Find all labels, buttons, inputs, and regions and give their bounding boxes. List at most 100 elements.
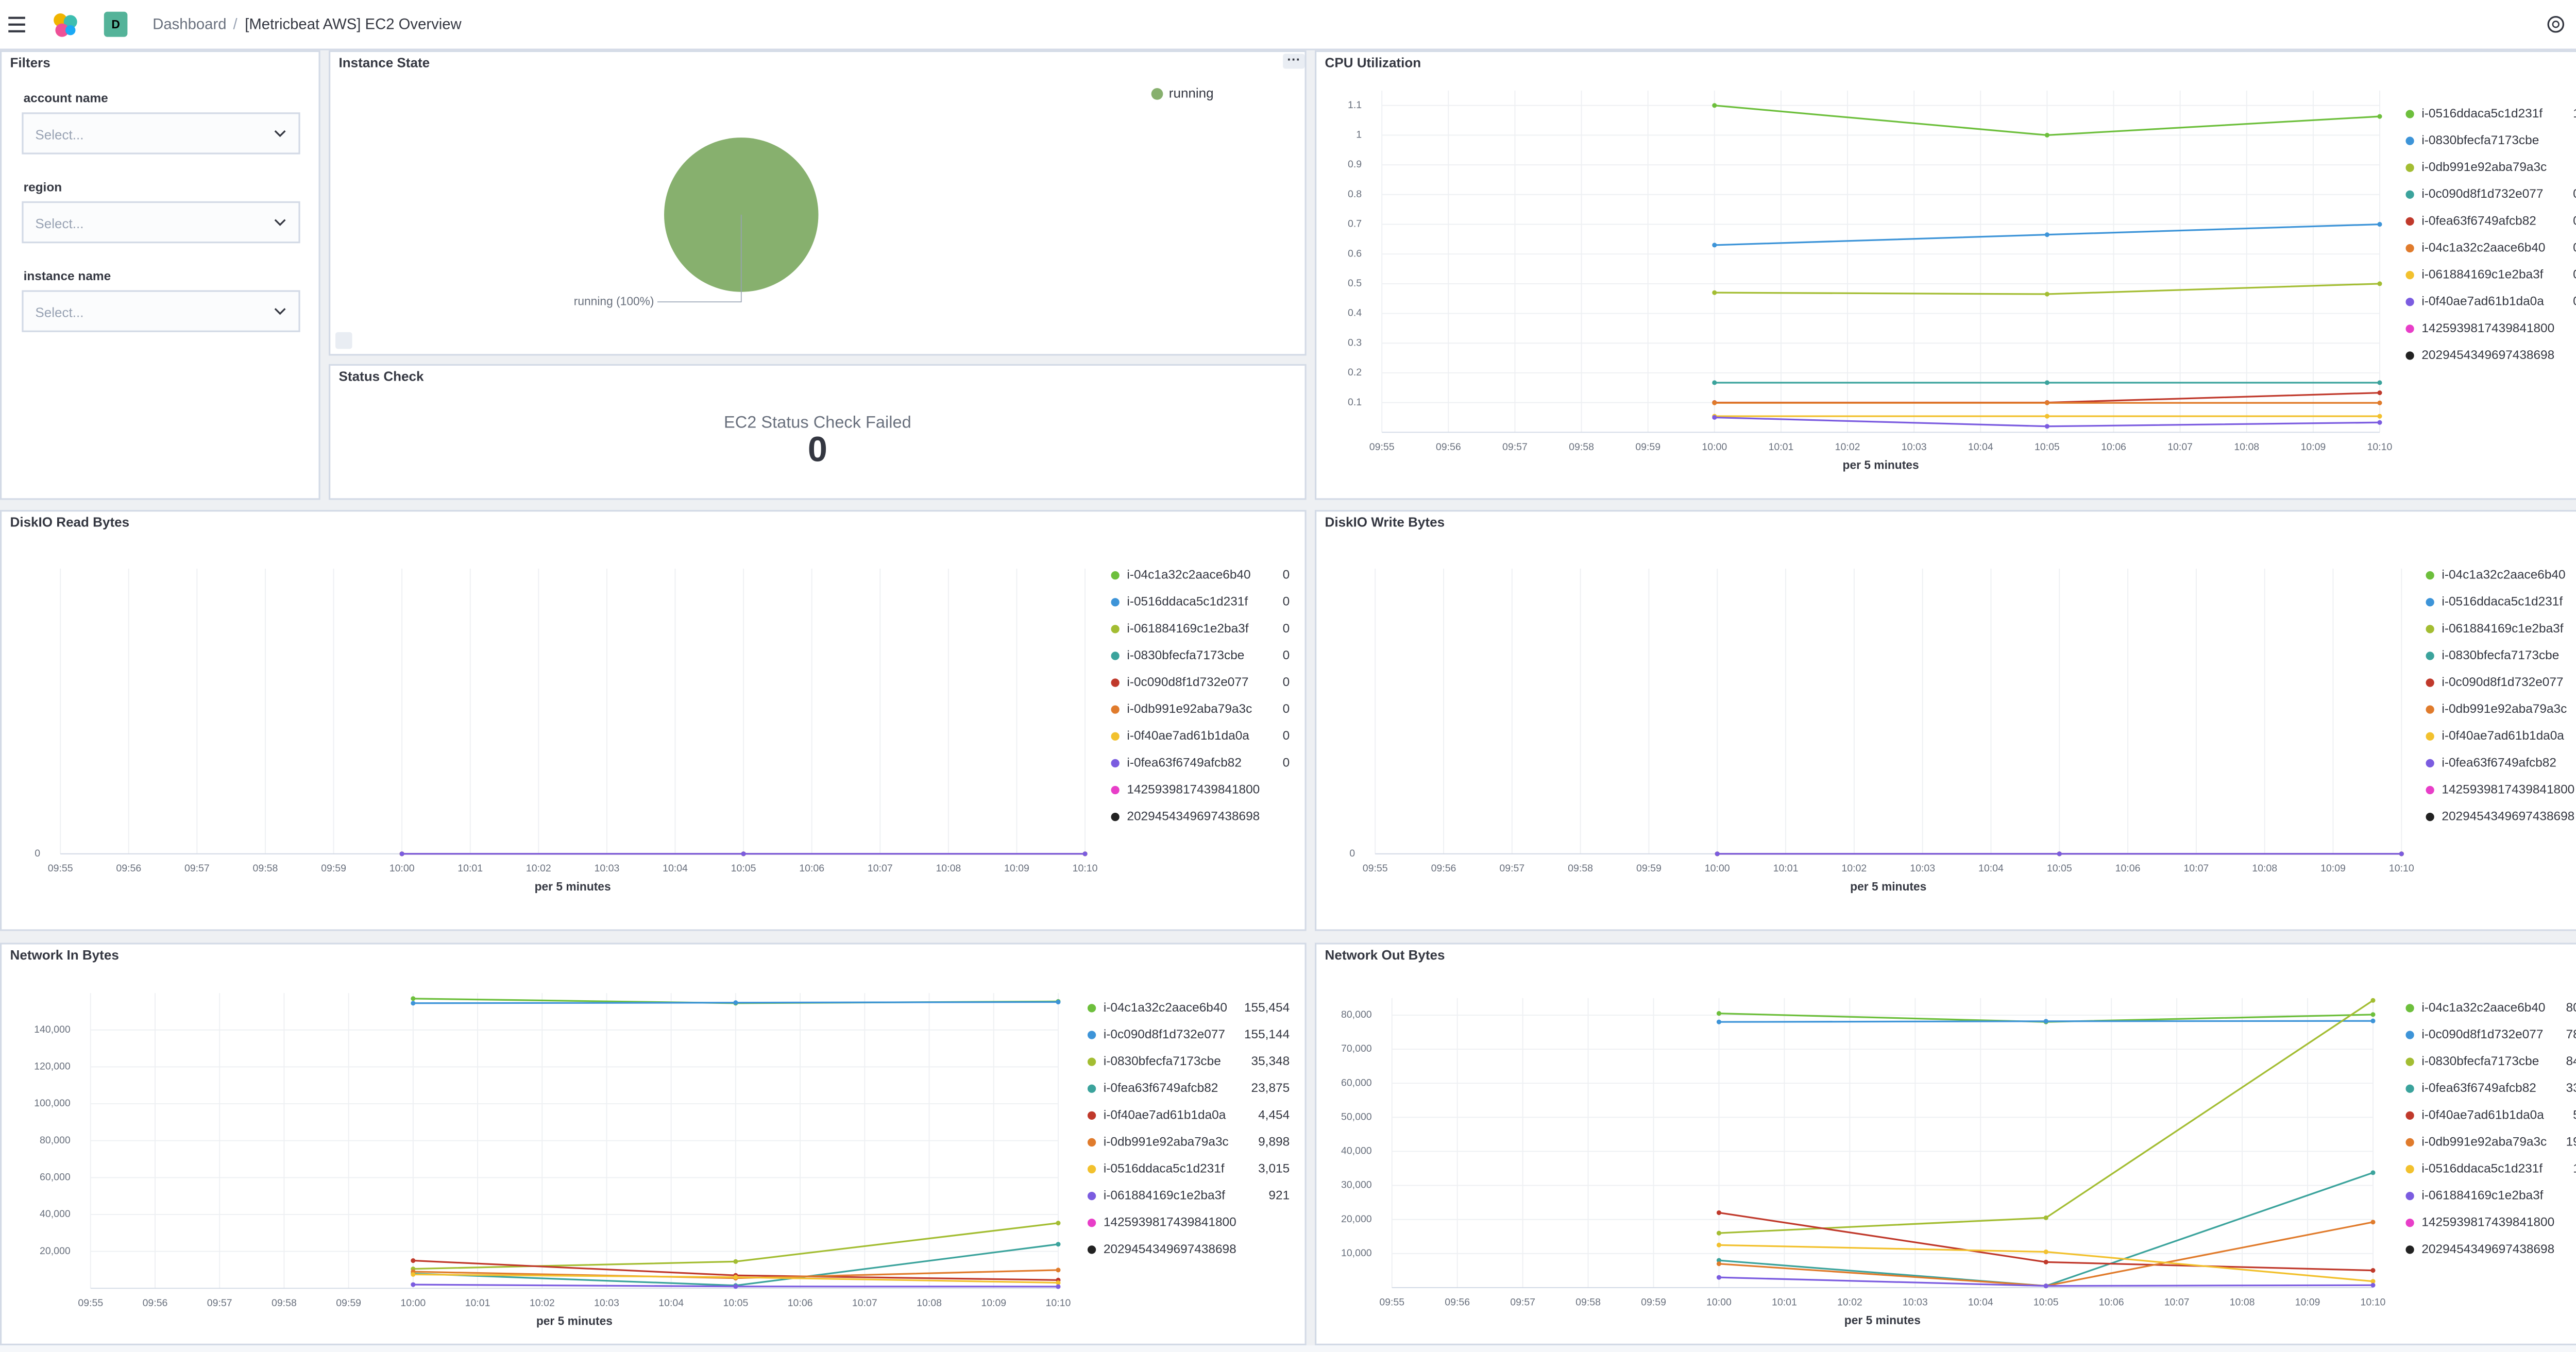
legend-marker[interactable] xyxy=(1111,625,1120,634)
legend-label[interactable]: i-0830bfecfa7173cbe xyxy=(2421,1054,2539,1068)
space-badge[interactable] xyxy=(104,11,128,37)
legend-marker[interactable] xyxy=(2405,163,2414,172)
legend-marker[interactable] xyxy=(2405,1084,2414,1093)
legend-label[interactable]: i-0830bfecfa7173cbe xyxy=(1104,1054,1221,1068)
help-icon[interactable] xyxy=(2547,15,2565,33)
logo[interactable] xyxy=(54,13,77,37)
legend-marker[interactable] xyxy=(1111,652,1120,660)
legend-label[interactable]: 1425939817439841800 xyxy=(1127,782,1260,796)
legend-label[interactable]: i-0f40ae7ad61b1da0a xyxy=(1104,1108,1226,1122)
panel-menu-button[interactable] xyxy=(1283,54,1305,69)
legend-label[interactable]: i-0516ddaca5c1d231f xyxy=(1104,1162,1225,1176)
legend-label[interactable]: i-0fea63f6749afcb82 xyxy=(1104,1081,1218,1095)
legend-marker[interactable] xyxy=(1111,812,1120,822)
legend-label[interactable]: i-0516ddaca5c1d231f xyxy=(1127,595,1248,609)
legend-label[interactable]: i-0db991e92aba79a3c xyxy=(2442,702,2567,716)
legend-marker[interactable] xyxy=(2405,1057,2414,1066)
legend-marker[interactable] xyxy=(2405,190,2414,199)
legend-marker[interactable] xyxy=(1087,1031,1096,1039)
legend-marker[interactable] xyxy=(2405,298,2414,306)
legend-label[interactable]: i-04c1a32c2aace6b40 xyxy=(1127,568,1250,582)
filter-select[interactable]: Select... xyxy=(22,201,300,244)
legend-marker[interactable] xyxy=(2405,324,2414,333)
legend-marker[interactable] xyxy=(2426,812,2434,822)
legend-label[interactable]: i-0fea63f6749afcb82 xyxy=(1127,756,1242,769)
legend-label[interactable]: i-04c1a32c2aace6b40 xyxy=(2442,568,2565,582)
legend-label[interactable]: 2029454349697438698 xyxy=(2442,810,2574,824)
legend-label[interactable]: 2029454349697438698 xyxy=(2421,348,2554,362)
legend-label[interactable]: 2029454349697438698 xyxy=(2421,1242,2554,1256)
legend-marker[interactable] xyxy=(2426,571,2434,580)
legend-label[interactable]: 1425939817439841800 xyxy=(1104,1216,1236,1229)
legend-marker[interactable] xyxy=(2426,625,2434,634)
legend-marker[interactable] xyxy=(2405,1031,2414,1039)
legend-label[interactable]: i-0c090d8f1d732e077 xyxy=(1104,1028,1225,1041)
legend-marker[interactable] xyxy=(1087,1245,1096,1254)
legend-marker[interactable] xyxy=(1087,1057,1096,1066)
legend-marker[interactable] xyxy=(2405,136,2414,145)
legend-label[interactable]: i-04c1a32c2aace6b40 xyxy=(2421,1001,2545,1015)
legend-label[interactable]: i-061884169c1e2ba3f xyxy=(1104,1189,1225,1203)
legend-marker[interactable] xyxy=(1111,571,1120,580)
legend-marker[interactable] xyxy=(1111,705,1120,714)
menu-button[interactable] xyxy=(8,16,25,32)
legend-marker[interactable] xyxy=(1087,1219,1096,1227)
breadcrumb-link[interactable]: Dashboard xyxy=(152,16,226,33)
legend-label[interactable]: i-0db991e92aba79a3c xyxy=(1104,1135,1229,1149)
legend-label[interactable]: i-0516ddaca5c1d231f xyxy=(2442,595,2563,609)
legend-marker[interactable] xyxy=(1111,678,1120,687)
legend-marker[interactable] xyxy=(1087,1084,1096,1093)
legend-marker[interactable] xyxy=(2426,598,2434,607)
legend-label[interactable]: i-061884169c1e2ba3f xyxy=(2421,1189,2543,1203)
legend-marker[interactable] xyxy=(1087,1004,1096,1013)
legend-label[interactable]: i-0f40ae7ad61b1da0a xyxy=(2421,295,2544,309)
legend-marker[interactable] xyxy=(2405,351,2414,360)
legend-label[interactable]: i-061884169c1e2ba3f xyxy=(2421,268,2543,282)
legend-marker[interactable] xyxy=(2405,1219,2414,1227)
legend-marker[interactable] xyxy=(2405,217,2414,226)
legend-marker[interactable] xyxy=(2426,678,2434,687)
legend-label[interactable]: 2029454349697438698 xyxy=(1127,810,1260,824)
legend-label[interactable]: i-0f40ae7ad61b1da0a xyxy=(2442,729,2564,743)
legend-label[interactable]: i-04c1a32c2aace6b40 xyxy=(1104,1001,1227,1015)
legend-label[interactable]: i-061884169c1e2ba3f xyxy=(1127,622,1248,636)
legend-label[interactable]: i-0830bfecfa7173cbe xyxy=(2421,133,2539,147)
legend-label[interactable]: i-0fea63f6749afcb82 xyxy=(2421,1081,2536,1095)
legend-marker[interactable] xyxy=(1087,1111,1096,1120)
legend-toggle[interactable] xyxy=(335,332,352,349)
legend-label[interactable]: i-0db991e92aba79a3c xyxy=(2421,1135,2547,1149)
legend-label[interactable]: i-0516ddaca5c1d231f xyxy=(2421,107,2543,121)
legend-marker[interactable] xyxy=(2405,110,2414,118)
legend-marker[interactable] xyxy=(1087,1138,1096,1147)
legend-marker[interactable] xyxy=(2405,1245,2414,1254)
legend-marker[interactable] xyxy=(2426,705,2434,714)
legend-label[interactable]: i-0c090d8f1d732e077 xyxy=(1127,675,1248,689)
legend-label[interactable]: i-0830bfecfa7173cbe xyxy=(1127,648,1244,662)
legend-marker[interactable] xyxy=(1111,759,1120,768)
legend-marker[interactable] xyxy=(2405,1165,2414,1174)
legend-marker[interactable] xyxy=(2426,785,2434,795)
filter-select[interactable]: Select... xyxy=(22,290,300,332)
legend-label[interactable]: i-0c090d8f1d732e077 xyxy=(2442,675,2563,689)
legend-marker[interactable] xyxy=(2426,759,2434,768)
legend-label[interactable]: i-04c1a32c2aace6b40 xyxy=(2421,241,2545,254)
legend-label[interactable]: 1425939817439841800 xyxy=(2421,1216,2554,1229)
legend-label[interactable]: i-0fea63f6749afcb82 xyxy=(2421,214,2536,228)
legend-marker[interactable] xyxy=(2405,244,2414,253)
legend-label[interactable]: i-0c090d8f1d732e077 xyxy=(2421,1028,2543,1041)
legend-label[interactable]: i-0f40ae7ad61b1da0a xyxy=(1127,729,1249,743)
legend-marker[interactable] xyxy=(1111,598,1120,607)
legend-marker[interactable] xyxy=(2405,1111,2414,1120)
legend-marker[interactable] xyxy=(2405,270,2414,280)
legend-label[interactable]: i-061884169c1e2ba3f xyxy=(2442,622,2563,636)
legend-marker[interactable] xyxy=(2426,732,2434,741)
legend-label[interactable]: 1425939817439841800 xyxy=(2442,782,2574,796)
legend-marker[interactable] xyxy=(1087,1165,1096,1174)
legend-marker[interactable] xyxy=(2405,1192,2414,1201)
legend-label[interactable]: 2029454349697438698 xyxy=(1104,1242,1236,1256)
legend-marker[interactable] xyxy=(2405,1138,2414,1147)
legend-label[interactable]: i-0fea63f6749afcb82 xyxy=(2442,756,2556,769)
legend-label[interactable]: i-0c090d8f1d732e077 xyxy=(2421,187,2543,201)
legend-marker[interactable] xyxy=(2426,652,2434,660)
legend-label[interactable]: i-0db991e92aba79a3c xyxy=(1127,702,1252,716)
